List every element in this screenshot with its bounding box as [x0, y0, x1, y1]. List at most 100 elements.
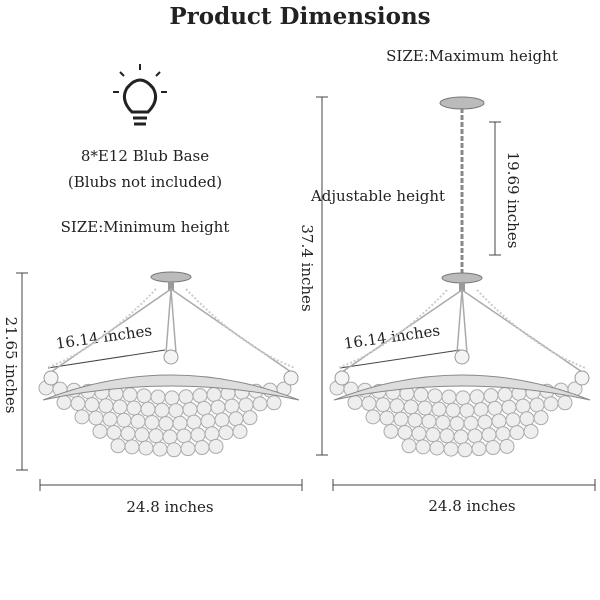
crystal	[411, 426, 427, 442]
crystal	[196, 400, 212, 416]
crystal	[497, 387, 513, 403]
bulb-base: 8*E12 Blub Base	[81, 147, 209, 165]
crystal	[403, 399, 419, 415]
crystal	[347, 394, 363, 410]
crystal	[543, 396, 559, 412]
crystal	[186, 414, 202, 430]
crystal	[445, 402, 461, 418]
canopy	[441, 272, 483, 284]
crystal	[397, 424, 413, 440]
crystal	[379, 410, 395, 426]
chandeliers	[38, 96, 591, 458]
crystal	[457, 442, 473, 458]
crystal	[469, 389, 485, 405]
crystal	[182, 401, 198, 417]
bulb-note: (Blubs not included)	[68, 173, 222, 191]
crystal	[154, 402, 170, 418]
bead-strand	[185, 288, 296, 369]
crystal	[136, 388, 152, 404]
crystal	[168, 403, 184, 419]
right-width: 24.8 inches	[428, 497, 515, 515]
canopy	[150, 271, 192, 283]
crystal	[210, 399, 226, 415]
crystal	[441, 389, 457, 405]
rod	[461, 289, 468, 354]
adjustable-label: Adjustable height	[310, 187, 445, 205]
crystal	[134, 427, 150, 443]
crystal	[180, 441, 196, 457]
crystal	[477, 414, 493, 430]
crystal	[178, 389, 194, 405]
crystal	[557, 395, 573, 411]
rod	[170, 288, 177, 354]
crystal	[487, 400, 503, 416]
title: Product Dimensions	[169, 3, 430, 30]
crystal	[204, 426, 220, 442]
crystal	[491, 413, 507, 429]
ceiling-canopy	[439, 96, 485, 110]
crystal	[194, 440, 210, 456]
crystal	[92, 423, 108, 439]
crystal	[365, 409, 381, 425]
crystal	[140, 401, 156, 417]
crystal	[361, 396, 377, 412]
crystal	[208, 438, 224, 454]
crystal	[200, 413, 216, 429]
crystal	[417, 400, 433, 416]
finial	[574, 370, 590, 386]
crystal	[481, 427, 497, 443]
canopy-stem	[168, 281, 174, 291]
crystal	[74, 409, 90, 425]
crystal	[485, 440, 501, 456]
crystal	[415, 439, 431, 455]
crystal	[152, 441, 168, 457]
crystal	[389, 398, 405, 414]
crystal	[435, 414, 451, 430]
crystal	[206, 387, 222, 403]
crystal	[499, 438, 515, 454]
crystal	[483, 388, 499, 404]
total-height: 37.4 inches	[298, 224, 316, 311]
crystal	[463, 415, 479, 431]
crystal	[421, 413, 437, 429]
crystal	[84, 397, 100, 413]
crystal	[110, 438, 126, 454]
crystal	[427, 388, 443, 404]
crystal	[172, 415, 188, 431]
rod	[165, 288, 172, 354]
crystal	[459, 403, 475, 419]
crystal	[471, 441, 487, 457]
crystal	[116, 412, 132, 428]
frame	[333, 374, 591, 401]
crystal	[144, 414, 160, 430]
left-diagonal: 16.14 inches	[55, 321, 153, 352]
crystal	[106, 424, 122, 440]
crystal	[453, 429, 469, 445]
crystal	[102, 411, 118, 427]
crystal	[429, 440, 445, 456]
rod	[456, 289, 463, 354]
chain-height: 19.69 inches	[504, 152, 522, 249]
crystal	[401, 438, 417, 454]
crystal	[176, 428, 192, 444]
dimension-lines	[16, 96, 596, 491]
crystal	[439, 428, 455, 444]
crystal	[98, 398, 114, 414]
crystal	[164, 390, 180, 406]
crystal	[228, 411, 244, 427]
crystal	[218, 425, 234, 441]
crystal	[519, 411, 535, 427]
finial	[43, 370, 59, 386]
crystal	[112, 399, 128, 415]
bulb-icon	[113, 64, 167, 126]
finial	[163, 349, 179, 365]
crystal	[495, 426, 511, 442]
crystal	[425, 427, 441, 443]
crystal	[126, 400, 142, 416]
crystal	[407, 412, 423, 428]
crystal	[166, 442, 182, 458]
right-diagonal: 16.14 inches	[343, 321, 441, 352]
crystal	[70, 396, 86, 412]
crystal	[242, 410, 258, 426]
crystal	[443, 441, 459, 457]
